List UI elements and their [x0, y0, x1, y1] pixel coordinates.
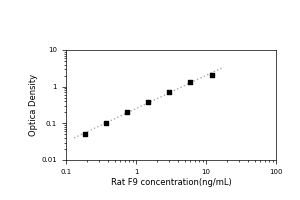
Point	[104, 122, 109, 125]
Point	[125, 110, 130, 113]
Point	[209, 73, 214, 76]
Point	[167, 90, 172, 93]
Point	[83, 132, 88, 135]
Point	[188, 80, 193, 83]
Y-axis label: Optica Density: Optica Density	[29, 74, 38, 136]
Point	[146, 100, 151, 104]
X-axis label: Rat F9 concentration(ng/mL): Rat F9 concentration(ng/mL)	[111, 178, 231, 187]
